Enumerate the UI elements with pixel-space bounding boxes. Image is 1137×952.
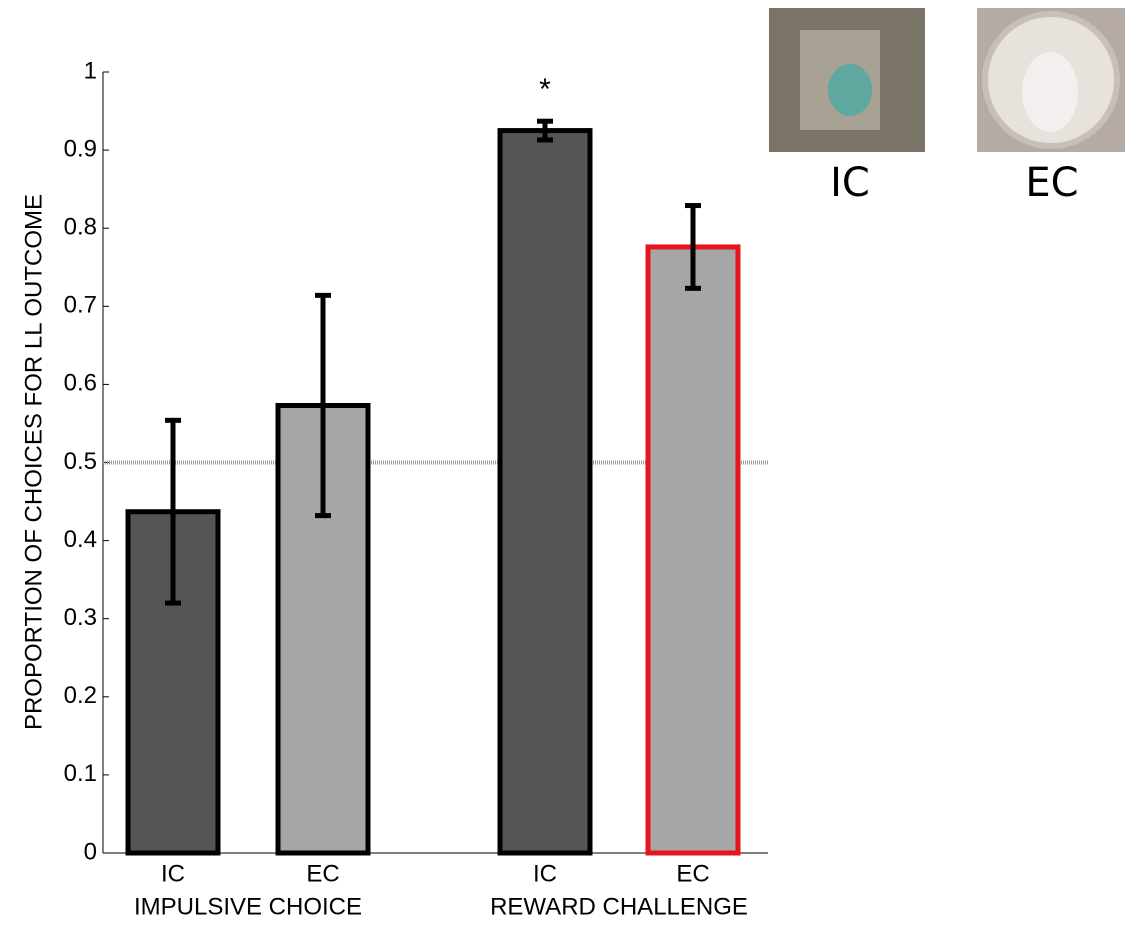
y-tick-label: 0.1 (64, 760, 97, 787)
y-tick-label: 0.7 (64, 292, 97, 319)
bar (500, 131, 590, 853)
annotation: * (539, 73, 551, 106)
y-tick-label: 0.6 (64, 370, 97, 397)
ic-photo-detail (828, 64, 872, 116)
ec-photo-rat (1022, 52, 1078, 132)
bar (648, 247, 738, 853)
y-tick-label: 0.5 (64, 448, 97, 475)
y-tick-label: 0.9 (64, 135, 97, 162)
y-tick-label: 0.8 (64, 214, 97, 241)
x-tick-label: IC (533, 860, 557, 887)
image-label: IC (830, 160, 870, 206)
y-axis-label: PROPORTION OF CHOICES FOR LL OUTCOME (20, 194, 47, 730)
y-tick-label: 0.3 (64, 604, 97, 631)
x-tick-label: EC (306, 860, 339, 887)
x-tick-label: IC (161, 860, 185, 887)
y-tick-label: 0.4 (64, 526, 97, 553)
group-label: IMPULSIVE CHOICE (134, 893, 362, 920)
group-label: REWARD CHALLENGE (490, 893, 748, 920)
y-tick-label: 0.2 (64, 682, 97, 709)
y-tick-label: 0 (84, 838, 97, 865)
image-label: EC (1025, 160, 1078, 206)
x-tick-label: EC (676, 860, 709, 887)
y-tick-label: 1 (84, 57, 97, 84)
chart: PROPORTION OF CHOICES FOR LL OUTCOME 0 0.… (0, 0, 1137, 947)
